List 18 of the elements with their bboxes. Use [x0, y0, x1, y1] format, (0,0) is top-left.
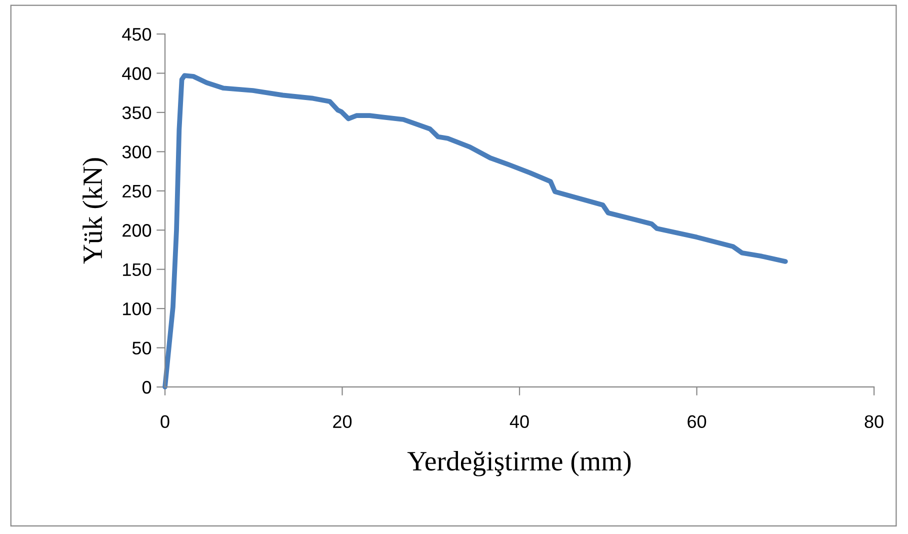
y-tick-label: 450	[122, 28, 152, 41]
y-tick-label: 300	[122, 146, 152, 158]
x-tick-label: 60	[688, 415, 706, 428]
y-tick-label: 0	[142, 380, 152, 394]
y-tick-label: 400	[122, 67, 152, 80]
y-tick-label: 150	[123, 263, 152, 276]
line-series	[162, 73, 788, 390]
y-tick-label: 50	[132, 342, 152, 354]
x-tick-label: 0	[160, 415, 170, 428]
y-tick-label: 250	[122, 184, 152, 198]
y-tick-label: 100	[123, 302, 152, 316]
x-tick-label: 80	[864, 415, 884, 428]
x-tick-label: 20	[333, 415, 352, 428]
y-axis-title: Yük (kN)	[82, 158, 108, 264]
y-tick-label: 200	[122, 224, 152, 237]
x-axis-title: Yerdeğiştirme (mm)	[407, 451, 631, 476]
y-tick-label: 350	[122, 106, 152, 120]
x-tick-label: 40	[510, 415, 529, 428]
